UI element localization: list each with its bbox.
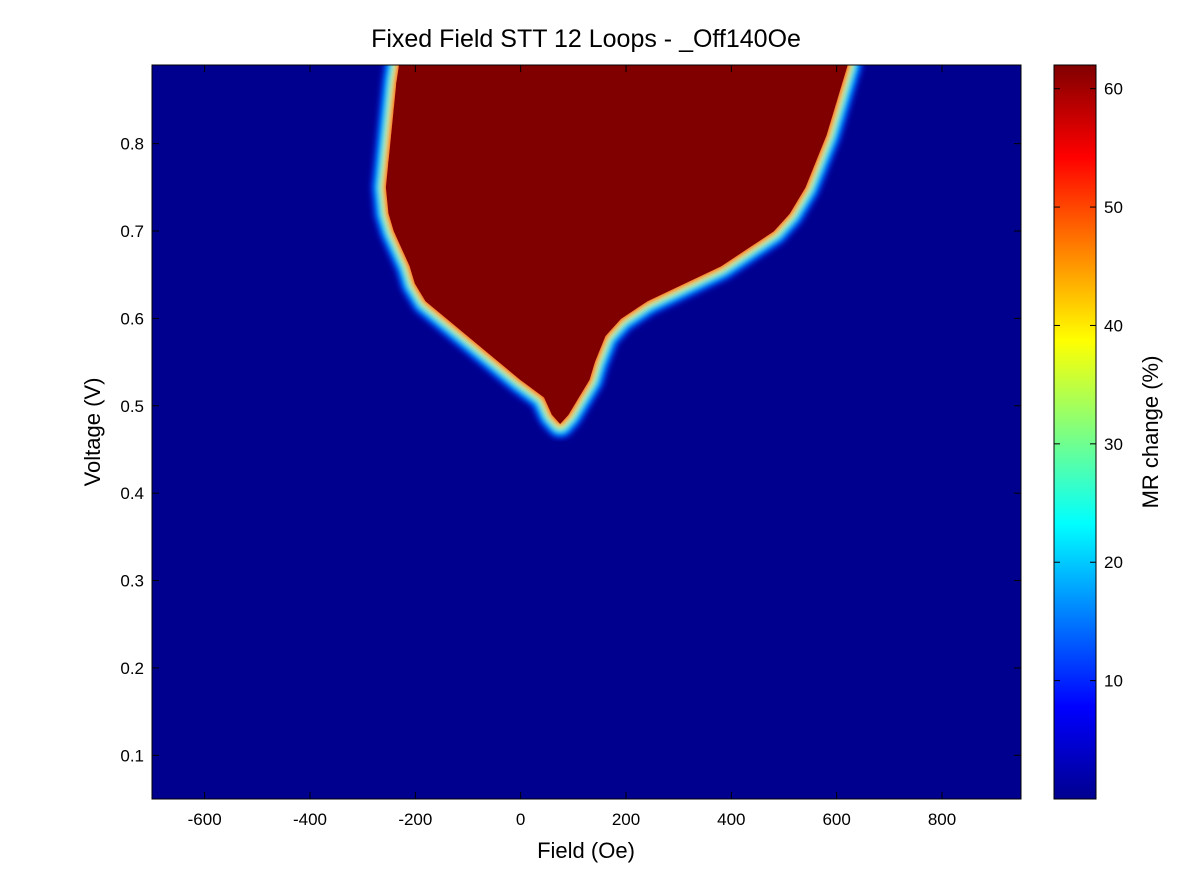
colorbar-tick-label: 40	[1104, 316, 1123, 335]
x-tick-label: 600	[822, 810, 850, 829]
x-tick-label: 400	[717, 810, 745, 829]
chart-title: Fixed Field STT 12 Loops - _Off140Oe	[371, 25, 801, 53]
x-tick-label: 800	[928, 810, 956, 829]
x-tick-label: -400	[293, 810, 327, 829]
colorbar-tick-label: 20	[1104, 553, 1123, 572]
mr-row-cell	[554, 397, 567, 415]
mr-row-cell	[391, 134, 814, 162]
mr-row-cell	[417, 265, 682, 284]
colorbar-tick-label: 50	[1104, 198, 1123, 217]
mr-row-cell	[398, 65, 840, 83]
y-tick-label: 0.5	[120, 397, 144, 416]
mr-row-cell	[412, 248, 719, 266]
y-tick-label: 0.8	[120, 135, 144, 154]
y-tick-label: 0.1	[120, 746, 144, 765]
colorbar-label: MR change (%)	[1138, 356, 1163, 509]
plot-frame	[151, 64, 1022, 800]
x-axis-label: Field (Oe)	[537, 838, 635, 863]
colorbar-tick-label: 60	[1104, 80, 1123, 99]
mr-row-cell	[393, 108, 825, 135]
x-ticks: -600 -400 -200 0 200 400 600 800	[188, 65, 956, 829]
mr-row-cell	[448, 300, 619, 319]
colorbar: 10 20 30 40 50 60	[1053, 64, 1123, 800]
mr-row-cell	[396, 213, 772, 232]
y-tick-label: 0.4	[120, 484, 144, 503]
x-tick-label: 200	[612, 810, 640, 829]
x-tick-label: -200	[398, 810, 432, 829]
colorbar-gradient	[1053, 64, 1097, 800]
mr-row-cell	[522, 362, 588, 380]
mr-row-cell	[396, 82, 833, 109]
colorbar-ticks: 10 20 30 40 50 60	[1054, 80, 1123, 691]
plot-area: -600 -400 -200 0 200 400 600 800 0.10.20.30.40.…	[120, 64, 1022, 829]
y-tick-label: 0.6	[120, 309, 144, 328]
mr-row-cell	[501, 335, 593, 363]
mr-row-cell	[388, 161, 804, 188]
colorbar-tick-label: 30	[1104, 435, 1123, 454]
mr-row-cell	[391, 187, 788, 214]
mr-row-cell	[470, 318, 603, 336]
x-tick-label: 0	[516, 810, 525, 829]
y-tick-label: 0.7	[120, 222, 144, 241]
mr-row-cell	[427, 283, 646, 301]
y-tick-label: 0.3	[120, 572, 144, 591]
heatmap-cells	[371, 65, 863, 439]
mr-row-cell	[404, 231, 746, 249]
colorbar-tick-label: 10	[1104, 672, 1123, 691]
x-tick-label: -600	[188, 810, 222, 829]
mr-row-cell	[546, 379, 577, 398]
y-ticks: 0.1 0.2 0.3 0.4 0.5 0.6 0.7 0.8	[120, 135, 1021, 765]
y-tick-label: 0.2	[120, 659, 144, 678]
y-axis-label: Voltage (V)	[80, 378, 105, 487]
